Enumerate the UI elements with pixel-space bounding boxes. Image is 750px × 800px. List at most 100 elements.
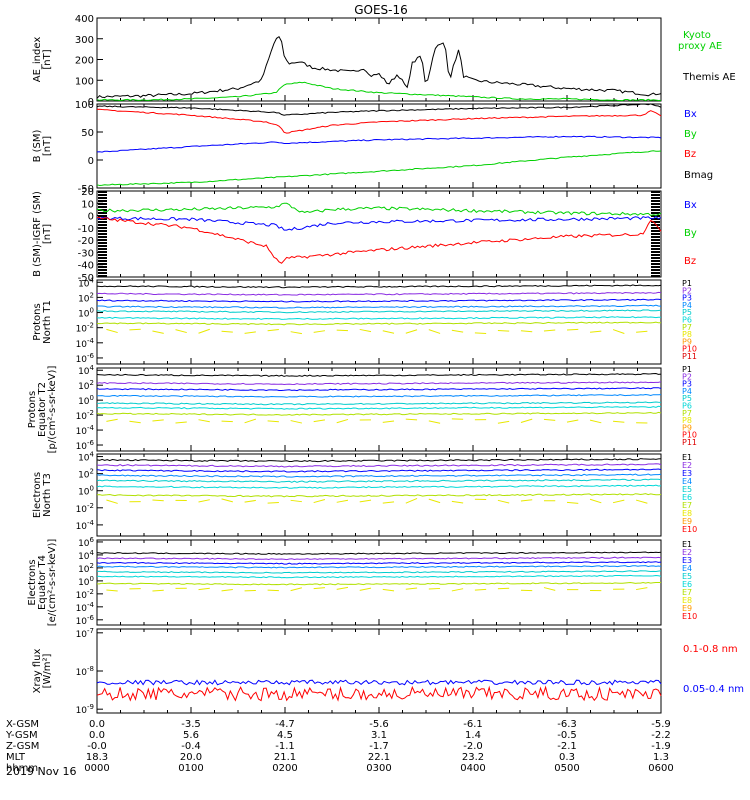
tick-exponent: 0 [90, 575, 94, 583]
series-p7 [96, 411, 662, 416]
legend-e10: E10 [682, 525, 697, 534]
y-tick-label: 100 [75, 100, 94, 111]
series-p2 [96, 381, 662, 386]
series-p8 [244, 418, 257, 424]
series-p8 [566, 419, 579, 423]
legend-p8: P8 [682, 330, 692, 339]
legend-e2: E2 [682, 461, 692, 470]
legend-p1: P1 [682, 279, 692, 288]
y-tick-label: 102 [78, 562, 94, 575]
series-e8 [106, 499, 118, 504]
ephem-value: 0000 [84, 763, 109, 774]
series-e8 [635, 499, 648, 504]
legend-p7: P7 [682, 323, 692, 332]
series-e8 [221, 498, 233, 503]
series-e8 [405, 497, 418, 504]
electrons-t3-axis-label: North T3 [42, 473, 53, 517]
series-e3 [96, 468, 662, 473]
legend-e2: E2 [682, 548, 692, 557]
electrons-t4-axis-label: [e/(cm²-s-sr-keV)] [47, 539, 58, 627]
y-tick-label: -50 [78, 184, 94, 195]
edge-marker [651, 194, 660, 196]
series-e8 [198, 499, 210, 503]
b-igrf-axis-label: B (SM)-IGRF (SM) [32, 191, 43, 277]
edge-marker [651, 224, 660, 226]
y-tick-label: -10 [78, 224, 94, 235]
series-e8 [636, 587, 648, 591]
series-p3 [96, 387, 662, 392]
series-p2 [96, 291, 662, 296]
protons-t2-axis-label: Protons [27, 391, 38, 428]
ephem-value: -1.9 [651, 741, 671, 752]
tick-exponent: 4 [90, 364, 95, 372]
tick-exponent: 0 [90, 394, 94, 402]
legend-e3: E3 [682, 556, 692, 565]
tick-exponent: -8 [87, 665, 94, 673]
b-sm-axis-label: B (SM) [32, 129, 43, 162]
series-p8 [221, 330, 233, 333]
series-bz [96, 108, 662, 134]
series-e8 [589, 498, 602, 504]
ephem-value: -4.7 [275, 719, 295, 730]
y-tick-label: 0 [88, 97, 94, 108]
ephem-value: 0600 [648, 763, 673, 774]
y-tick-label: 10-2 [76, 588, 94, 601]
edge-marker [98, 275, 107, 277]
ephem-value: 22.1 [368, 752, 390, 763]
series-p6 [96, 316, 662, 320]
series-p8 [451, 329, 464, 333]
legend-p9: P9 [682, 423, 692, 432]
edge-marker [651, 209, 660, 211]
ephem-value: 21.1 [274, 752, 296, 763]
y-tick-label: 10-6 [76, 352, 95, 365]
legend-p4: P4 [682, 387, 692, 396]
legend-bmag: Bmag [684, 170, 713, 181]
ephem-row-label: Y-GSM [5, 730, 38, 741]
plot-title: GOES-16 [354, 3, 408, 17]
b-sm-axis-label: [nT] [42, 136, 53, 156]
y-tick-label: 10-4 [76, 337, 95, 350]
ephem-value: 3.1 [371, 730, 387, 741]
edge-marker [651, 233, 660, 235]
edge-marker [651, 257, 660, 259]
legend-bz: Bz [684, 149, 696, 160]
series-p8 [336, 418, 349, 424]
series-p7 [96, 321, 661, 326]
legend-e1: E1 [682, 540, 692, 549]
ephem-value: -0.4 [181, 741, 201, 752]
legend-p9: P9 [682, 337, 692, 346]
edge-marker [98, 269, 107, 271]
ephem-value: -2.0 [463, 741, 483, 752]
series-e8 [152, 499, 164, 502]
y-tick-label: -30 [78, 248, 94, 259]
edge-marker [98, 221, 107, 223]
series-e8 [198, 587, 210, 591]
ephem-value: 0.0 [89, 719, 105, 730]
series-p8 [336, 329, 349, 332]
series-p4 [97, 304, 662, 309]
tick-exponent: 2 [90, 468, 94, 476]
edge-marker [651, 197, 660, 199]
tick-exponent: -6 [87, 352, 95, 360]
legend-p2: P2 [682, 372, 692, 381]
ephem-value: 23.2 [462, 752, 484, 763]
series-p5 [96, 401, 662, 406]
series-e8 [313, 587, 325, 590]
ephem-row-label: hhmm [6, 763, 38, 774]
series-p1 [96, 284, 662, 289]
series-e8 [244, 499, 256, 503]
series-e8 [267, 589, 279, 592]
legend-p5: P5 [682, 308, 692, 317]
edge-marker [651, 200, 660, 202]
edge-marker [651, 275, 660, 277]
series-p8 [290, 420, 303, 424]
series-e8 [221, 588, 233, 592]
tick-exponent: -6 [87, 439, 95, 447]
series-p8 [382, 420, 395, 423]
series-e8 [428, 498, 441, 504]
legend-p7: P7 [682, 409, 692, 418]
legend-p2: P2 [682, 286, 692, 295]
edge-marker [651, 212, 660, 214]
series-e2 [96, 463, 662, 468]
